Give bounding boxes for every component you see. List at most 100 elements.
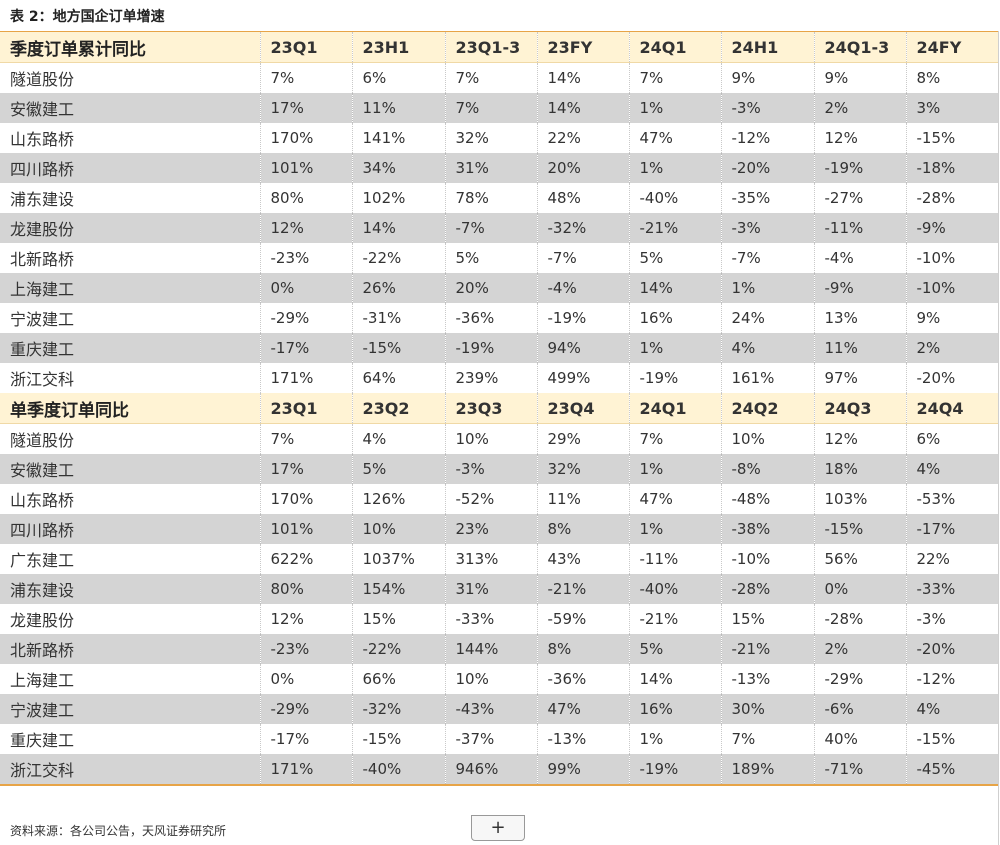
growth-value-cell: 161%	[720, 363, 814, 393]
growth-value-cell: -71%	[813, 754, 906, 785]
growth-value-cell: 47%	[536, 694, 629, 724]
growth-value-cell: -19%	[628, 754, 721, 785]
growth-value-cell: 171%	[259, 754, 352, 785]
growth-value-cell: 170%	[259, 484, 352, 514]
growth-value-cell: 40%	[813, 724, 906, 754]
growth-value-cell: 99%	[536, 754, 629, 785]
period-header: 24H1	[720, 31, 814, 63]
growth-value-cell: 47%	[628, 123, 721, 153]
growth-value-cell: 17%	[259, 454, 352, 484]
growth-value-cell: 12%	[259, 213, 352, 243]
growth-value-cell: 1037%	[351, 544, 445, 574]
growth-value-cell: 11%	[813, 333, 906, 363]
company-name-cell: 重庆建工	[10, 731, 75, 750]
growth-value-cell: 102%	[351, 183, 445, 213]
table-row: 宁波建工 -29% -31% -36% -19% 16% 24% 13% 9%	[0, 303, 999, 333]
growth-value-cell: 9%	[813, 62, 906, 93]
growth-value-cell: -31%	[351, 303, 445, 333]
growth-value-cell: 4%	[351, 423, 445, 454]
growth-value-cell: -40%	[628, 183, 721, 213]
growth-value-cell: 17%	[259, 93, 352, 123]
period-header: 24Q1	[628, 31, 721, 63]
growth-value-cell: -10%	[905, 273, 999, 303]
growth-value-cell: -21%	[720, 634, 814, 664]
company-name-cell: 安徽建工	[0, 93, 260, 123]
growth-value-cell: -20%	[720, 153, 814, 183]
table-row: 山东路桥 170% 126% -52% 11% 47% -48% 103% -53%	[0, 484, 999, 514]
growth-value-cell: -9%	[813, 273, 906, 303]
growth-value-cell: 22%	[905, 544, 999, 574]
growth-value-cell: -13%	[720, 664, 814, 694]
growth-value-cell: 10%	[720, 423, 814, 454]
growth-value-cell: -23%	[259, 634, 352, 664]
period-header: 23FY	[536, 31, 629, 63]
growth-value-cell: -53%	[905, 484, 999, 514]
growth-value-cell: 7%	[444, 62, 537, 93]
period-header: 23Q2	[351, 393, 445, 424]
growth-value-cell: -7%	[444, 213, 537, 243]
table-row: 上海建工 0% 66% 10% -36% 14% -13% -29% -12%	[0, 664, 999, 694]
company-name-cell: 上海建工	[10, 671, 75, 690]
growth-value-cell: 1%	[628, 153, 721, 183]
growth-value-cell: 622%	[259, 544, 352, 574]
growth-value-cell: 9%	[905, 303, 999, 333]
growth-value-cell: 14%	[536, 62, 629, 93]
table-row: 浦东建设 80% 154% 31% -21% -40% -28% 0% -33%	[0, 574, 999, 604]
growth-value-cell: -36%	[536, 664, 629, 694]
growth-value-cell: 34%	[351, 153, 445, 183]
table-row: 上海建工 0% 26% 20% -4% 14% 1% -9% -10%	[0, 273, 999, 303]
growth-value-cell: -59%	[536, 604, 629, 634]
period-header: 23Q3	[444, 393, 537, 424]
growth-value-cell: 2%	[813, 634, 906, 664]
growth-value-cell: 11%	[351, 93, 445, 123]
growth-value-cell: 22%	[536, 123, 629, 153]
growth-value-cell: -11%	[813, 213, 906, 243]
growth-value-cell: 14%	[628, 273, 721, 303]
growth-value-cell: 499%	[536, 363, 629, 393]
add-button[interactable]: +	[471, 815, 525, 841]
company-name-cell: 宁波建工	[10, 310, 75, 329]
period-header: 24Q2	[720, 393, 814, 424]
growth-value-cell: 24%	[720, 303, 814, 333]
growth-value-cell: -29%	[813, 664, 906, 694]
growth-value-cell: -19%	[444, 333, 537, 363]
table-row: 北新路桥 -23% -22% 144% 8% 5% -21% 2% -20%	[0, 634, 999, 664]
growth-value-cell: -4%	[813, 243, 906, 273]
growth-value-cell: -28%	[813, 604, 906, 634]
growth-value-cell: -32%	[536, 213, 629, 243]
growth-value-cell: 94%	[536, 333, 629, 363]
growth-value-cell: 7%	[259, 423, 352, 454]
growth-value-cell: -52%	[444, 484, 537, 514]
growth-value-cell: -11%	[628, 544, 721, 574]
growth-value-cell: 26%	[351, 273, 445, 303]
growth-value-cell: 5%	[444, 243, 537, 273]
table-title: 表 2：地方国企订单增速	[10, 9, 165, 25]
growth-value-cell: 15%	[720, 604, 814, 634]
order-growth-table: 季度订单累计同比 23Q1 23H1 23Q1-3 23FY 24Q1 24H1 24Q1-3…	[0, 31, 999, 786]
growth-value-cell: 7%	[720, 724, 814, 754]
growth-value-cell: 2%	[813, 93, 906, 123]
table-row: 广东建工 622% 1037% 313% 43% -11% -10% 56% 22%	[0, 544, 999, 574]
section-title: 季度订单累计同比	[0, 31, 260, 63]
growth-value-cell: 11%	[536, 484, 629, 514]
growth-value-cell: 32%	[444, 123, 537, 153]
period-header: 23Q1	[259, 393, 352, 424]
table-row: 安徽建工 17% 11% 7% 14% 1% -3% 2% 3%	[0, 93, 999, 123]
growth-value-cell: 20%	[536, 153, 629, 183]
growth-value-cell: 5%	[351, 454, 445, 484]
growth-value-cell: -33%	[444, 604, 537, 634]
company-name-cell: 广东建工	[10, 551, 75, 570]
company-name-cell: 四川路桥	[0, 514, 260, 544]
growth-value-cell: -6%	[813, 694, 906, 724]
growth-value-cell: 7%	[259, 62, 352, 93]
growth-value-cell: -22%	[351, 243, 445, 273]
table-row: 浙江交科 171% 64% 239% 499% -19% 161% 97% -20%	[0, 363, 999, 393]
growth-value-cell: -19%	[813, 153, 906, 183]
company-name-cell: 龙建股份	[10, 611, 75, 630]
growth-value-cell: -3%	[905, 604, 999, 634]
table-row: 宁波建工 -29% -32% -43% 47% 16% 30% -6% 4%	[0, 694, 999, 724]
growth-value-cell: 1%	[628, 93, 721, 123]
company-name-cell: 宁波建工	[0, 694, 260, 724]
table-row: 浙江交科 171% -40% 946% 99% -19% 189% -71% -45%	[0, 754, 999, 785]
growth-value-cell: 2%	[905, 333, 999, 363]
